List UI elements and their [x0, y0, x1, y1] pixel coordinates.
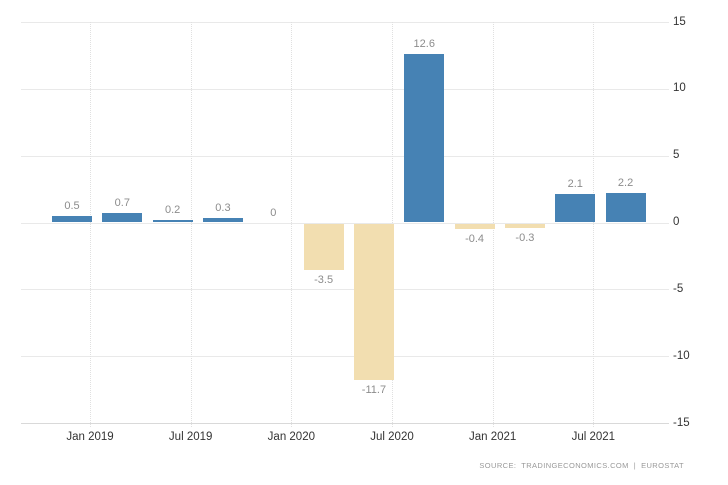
y-tick-label: -5 [673, 282, 684, 295]
source-credit: SOURCE: TRADINGECONOMICS.COM | EUROSTAT [479, 461, 684, 470]
bar[interactable] [555, 194, 596, 223]
x-tick-label: Jan 2021 [469, 431, 517, 443]
bar[interactable] [202, 218, 243, 223]
y-tick-label: -15 [673, 416, 690, 429]
gridline-h [21, 88, 669, 90]
bar-value-label: 12.6 [413, 38, 435, 51]
bar[interactable] [504, 223, 545, 228]
y-tick-label: 10 [673, 82, 686, 95]
bar[interactable] [605, 193, 646, 223]
bar[interactable] [51, 215, 92, 223]
x-tick-label: Jul 2019 [168, 431, 213, 443]
gridline-v [90, 22, 91, 427]
bar-value-label: 0.3 [215, 202, 231, 215]
gridline-h [21, 222, 669, 224]
gridline-h [21, 22, 669, 23]
bar-value-label: 2.1 [567, 178, 583, 191]
gridline-v [291, 22, 293, 427]
bar-value-label: 2.2 [617, 177, 634, 190]
bar-value-label: 0.2 [164, 203, 181, 216]
bar[interactable] [152, 219, 193, 223]
y-tick-label: 5 [673, 149, 680, 162]
bar-value-label: -11.7 [361, 383, 387, 396]
bar[interactable] [303, 223, 344, 271]
bar[interactable] [454, 223, 495, 229]
x-tick-label: Jul 2021 [571, 431, 616, 443]
plot-area: 0.5 0.7 0.2 0.3 0 -3.5 -11.7 12.6 -0.4 -0.3 2.1 2.2 [21, 22, 669, 427]
bar[interactable] [102, 213, 143, 223]
gridline-h [21, 356, 669, 358]
gridline-h [21, 155, 669, 157]
gridline-v [593, 22, 595, 427]
gridline-h [21, 423, 669, 424]
y-tick-label: 15 [673, 15, 686, 28]
bar-value-label: 0 [270, 206, 277, 219]
bar-value-label: 0.7 [114, 197, 130, 210]
bar[interactable] [404, 54, 445, 223]
bar[interactable] [353, 223, 394, 380]
gridline-h [21, 289, 669, 291]
bar-value-label: -3.5 [314, 274, 334, 287]
y-tick-label: 0 [673, 216, 680, 228]
y-tick-label: -10 [673, 349, 690, 362]
bar-value-label: -0.3 [515, 231, 535, 244]
bar-value-label: -0.4 [465, 232, 485, 245]
gridline-v [190, 22, 192, 427]
x-tick-label: Jan 2019 [66, 431, 114, 443]
bar-value-label: 0.5 [64, 199, 80, 212]
x-tick-label: Jul 2020 [370, 431, 414, 443]
x-tick-label: Jan 2020 [267, 431, 316, 443]
